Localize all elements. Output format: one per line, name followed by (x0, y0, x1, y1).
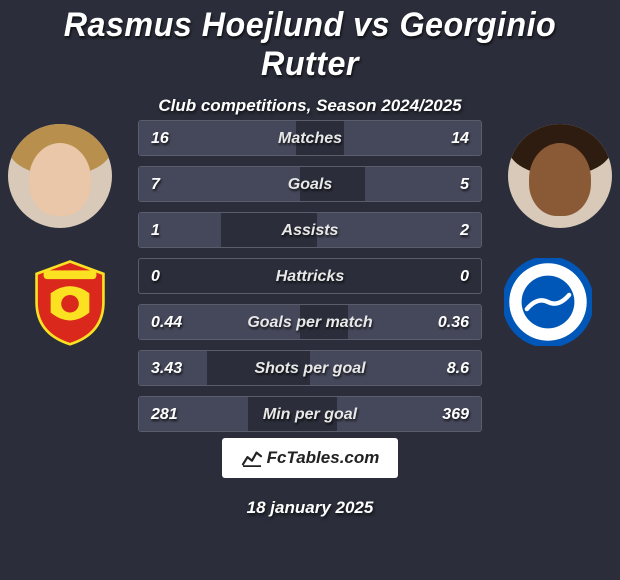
chart-icon (241, 449, 263, 467)
stat-label: Matches (139, 121, 481, 156)
subtitle: Club competitions, Season 2024/2025 (0, 96, 620, 116)
stat-row: 1614Matches (138, 120, 482, 156)
club-left-crest (26, 258, 114, 346)
club-right-crest-svg (504, 258, 592, 346)
source-badge: FcTables.com (222, 438, 398, 478)
stat-row: 3.438.6Shots per goal (138, 350, 482, 386)
player-right-face (529, 143, 591, 216)
date-label: 18 january 2025 (0, 498, 620, 518)
stat-label: Shots per goal (139, 351, 481, 386)
stat-row: 00Hattricks (138, 258, 482, 294)
comparison-card: Rasmus Hoejlund vs Georginio Rutter Club… (0, 0, 620, 580)
stat-label: Goals per match (139, 305, 481, 340)
source-label: FcTables.com (267, 448, 380, 468)
stat-row: 12Assists (138, 212, 482, 248)
club-right-crest (504, 258, 592, 346)
page-title: Rasmus Hoejlund vs Georginio Rutter (16, 6, 605, 84)
player-left-avatar (8, 124, 112, 228)
stat-label: Hattricks (139, 259, 481, 294)
stat-row: 281369Min per goal (138, 396, 482, 432)
stat-label: Assists (139, 213, 481, 248)
stat-row: 75Goals (138, 166, 482, 202)
stat-label: Min per goal (139, 397, 481, 432)
stat-row: 0.440.36Goals per match (138, 304, 482, 340)
stats-area: 1614Matches 75Goals 12Assists 00Hattricks 0.… (138, 120, 482, 442)
club-left-crest-svg (26, 258, 114, 346)
stat-label: Goals (139, 167, 481, 202)
player-left-face (29, 143, 91, 216)
player-right-avatar (508, 124, 612, 228)
